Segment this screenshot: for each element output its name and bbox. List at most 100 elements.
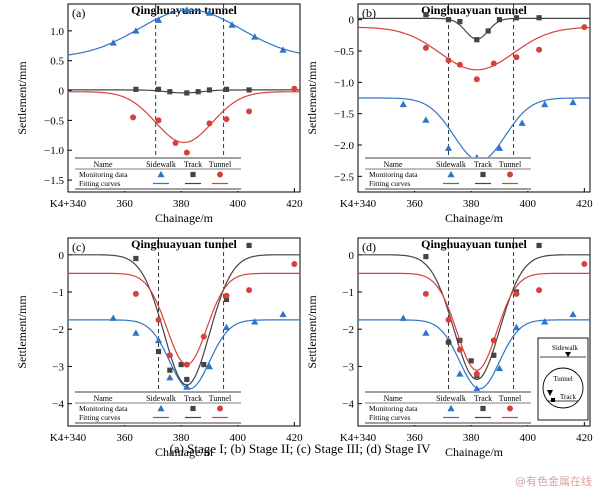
data-point-sidewalk xyxy=(422,116,430,123)
data-point-sidewalk xyxy=(109,39,117,46)
data-point-track xyxy=(184,90,190,96)
data-point-sidewalk xyxy=(495,364,504,372)
data-point-tunnel xyxy=(490,337,497,344)
chart-title: Qinghuayuan tunnel xyxy=(131,237,237,251)
legend-header-sidewalk: Sidewalk xyxy=(146,394,176,403)
y-tick-label: −4 xyxy=(342,399,354,411)
data-point-tunnel xyxy=(473,76,480,83)
data-point-sidewalk xyxy=(541,318,549,325)
y-tick-label: 1.0 xyxy=(50,26,64,38)
data-point-tunnel xyxy=(445,57,452,64)
data-point-sidewalk xyxy=(251,33,259,40)
data-point-track xyxy=(536,15,542,21)
data-point-sidewalk xyxy=(154,336,163,344)
data-point-sidewalk xyxy=(473,385,481,392)
data-point-sidewalk xyxy=(279,310,287,318)
x-tick-label: 380 xyxy=(463,198,480,210)
x-axis-label: Chainage/m xyxy=(445,445,504,459)
legend-row-monitoring: Monitoring data xyxy=(79,404,128,413)
data-point-track xyxy=(195,89,201,95)
x-tick-label: 400 xyxy=(230,432,247,444)
data-point-track xyxy=(468,358,474,364)
data-point-tunnel xyxy=(200,333,207,340)
y-tick-label: 0.5 xyxy=(50,56,64,68)
data-point-sidewalk xyxy=(456,370,464,377)
data-point-tunnel xyxy=(206,120,213,127)
legend-row-monitoring: Monitoring data xyxy=(369,170,418,179)
fitting-curve-tunnel xyxy=(358,272,590,371)
data-point-sidewalk xyxy=(183,383,191,390)
legend-header-track: Track xyxy=(474,394,492,403)
x-tick-label: K4+340 xyxy=(50,198,87,210)
legend: Name Sidewalk Track Tunnel Monitoring dataFi… xyxy=(365,157,531,191)
data-point-sidewalk xyxy=(205,9,214,16)
plot-area xyxy=(59,242,300,390)
data-point-tunnel xyxy=(291,85,298,92)
data-point-tunnel xyxy=(246,287,253,294)
legend-marker-track xyxy=(190,405,196,412)
x-tick-label: 380 xyxy=(173,432,190,444)
data-point-track xyxy=(167,367,173,373)
data-point-sidewalk xyxy=(183,6,191,13)
x-tick-label: 400 xyxy=(520,432,537,444)
x-tick-label: 420 xyxy=(286,432,303,444)
data-point-track xyxy=(246,242,252,249)
y-axis-label: Settlement/mm xyxy=(15,61,29,135)
y-tick-label: −2 xyxy=(52,324,64,336)
y-tick-label: −3 xyxy=(342,361,354,373)
data-point-tunnel xyxy=(422,44,429,51)
y-tick-label: −2.5 xyxy=(334,171,354,183)
data-point-tunnel xyxy=(166,352,173,359)
data-point-track xyxy=(223,86,230,92)
data-point-tunnel xyxy=(183,361,190,368)
y-axis-label: Settlement/mm xyxy=(15,295,29,369)
data-point-tunnel xyxy=(246,108,253,115)
fitting-curve-track xyxy=(68,89,300,94)
data-point-sidewalk xyxy=(541,100,549,108)
data-point-track xyxy=(445,17,452,23)
data-point-sidewalk xyxy=(166,374,174,381)
legend-background xyxy=(365,391,531,425)
legend-marker-tunnel xyxy=(217,405,223,412)
y-tick-label: −3 xyxy=(52,361,64,373)
legend-header-tunnel: Tunnel xyxy=(499,394,522,403)
inset-track-marker xyxy=(551,398,555,402)
legend-marker-sidewalk xyxy=(447,170,455,178)
legend-header-sidewalk: Sidewalk xyxy=(436,160,466,169)
data-point-sidewalk xyxy=(154,16,163,23)
data-point-tunnel xyxy=(536,46,543,53)
panel-d: Qinghuayuan tunnel (d) 0 −1 −2 −3 −4 K4+340 360 3… xyxy=(305,237,593,459)
inset-label-track: Track xyxy=(560,393,577,401)
y-tick-label: −1.0 xyxy=(44,145,64,157)
data-point-sidewalk xyxy=(228,21,236,28)
data-point-tunnel xyxy=(59,265,65,271)
plot-area xyxy=(68,6,300,156)
y-tick-label: −2 xyxy=(342,324,354,336)
data-point-track xyxy=(485,28,491,34)
x-tick-label: 360 xyxy=(116,432,133,444)
fitting-curve-sidewalk xyxy=(68,319,300,390)
x-tick-label: 380 xyxy=(463,432,480,444)
x-tick-label: 420 xyxy=(286,198,303,210)
inset-frame xyxy=(537,337,589,421)
legend-header-track: Track xyxy=(184,394,202,403)
legend-header-tunnel: Tunnel xyxy=(499,160,522,169)
data-point-track xyxy=(155,86,162,92)
x-axis-label: Chainage/m xyxy=(155,445,214,459)
panel-a: Qinghuayuan tunnel(a)1.00.50−0.5−1.0−1.5… xyxy=(15,3,303,225)
legend-marker-sidewalk xyxy=(157,404,165,412)
data-point-tunnel xyxy=(183,149,190,156)
x-tick-label: K4+340 xyxy=(50,432,87,444)
data-point-track xyxy=(206,87,213,93)
y-tick-label: −0.5 xyxy=(44,115,64,127)
data-point-track xyxy=(491,352,497,358)
legend-marker-track xyxy=(480,171,486,178)
panel-label: (d) xyxy=(362,240,376,254)
data-point-track xyxy=(457,18,463,25)
data-point-tunnel xyxy=(132,290,139,297)
data-point-tunnel xyxy=(581,261,588,268)
data-point-tunnel xyxy=(172,140,179,147)
data-point-tunnel xyxy=(456,61,463,68)
legend-marker-track xyxy=(190,171,196,178)
